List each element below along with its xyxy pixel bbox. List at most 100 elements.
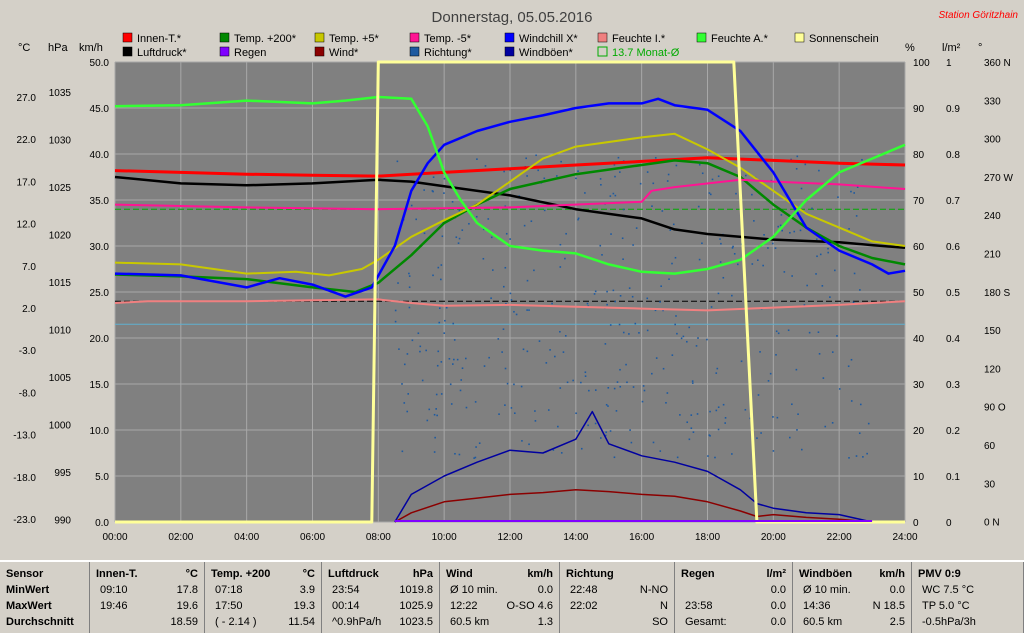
- direction-point: [572, 379, 574, 382]
- direction-point: [655, 357, 658, 359]
- y-tick-celsius: 7.0: [22, 262, 36, 273]
- direction-point: [408, 275, 411, 277]
- direction-point: [513, 383, 515, 386]
- direction-point: [584, 375, 587, 377]
- direction-point: [437, 266, 440, 269]
- direction-point: [622, 208, 625, 211]
- direction-point: [793, 230, 796, 233]
- stats-cell-value: 1.3: [537, 616, 553, 628]
- direction-point: [526, 350, 529, 353]
- direction-point: [490, 297, 492, 299]
- direction-point: [666, 392, 669, 394]
- y-tick-hpa: 1020: [49, 231, 72, 242]
- stats-block: Wind km/h Ø 10 min. 0.0 12:22 O-SO 4.6 60.5 km…: [440, 562, 560, 633]
- direction-point: [613, 163, 616, 166]
- direction-point: [401, 383, 403, 385]
- legend-swatch: [314, 32, 325, 43]
- direction-point: [709, 193, 712, 196]
- direction-point: [604, 343, 607, 345]
- y-tick-rain: 0.2: [946, 426, 960, 437]
- direction-point: [634, 322, 637, 325]
- direction-point: [652, 441, 655, 444]
- direction-point: [415, 218, 417, 221]
- direction-point: [504, 404, 506, 406]
- direction-point: [612, 289, 615, 292]
- direction-point: [720, 242, 722, 245]
- legend-label: Feuchte A.*: [711, 33, 769, 45]
- y-tick-rain: 0.9: [946, 104, 960, 115]
- direction-point: [719, 261, 722, 263]
- y-tick-kmh: 45.0: [90, 104, 110, 115]
- legend-label: Temp. -5*: [424, 33, 472, 45]
- direction-point: [497, 338, 500, 340]
- direction-point: [408, 272, 410, 275]
- y-tick-percent: 60: [913, 242, 925, 253]
- direction-point: [609, 324, 612, 326]
- direction-point: [560, 452, 563, 454]
- row-label-average: Durchschnitt: [6, 616, 74, 628]
- direction-point: [751, 193, 753, 196]
- stats-cell-value: 19.6: [176, 600, 198, 612]
- direction-point: [779, 224, 782, 227]
- direction-point: [461, 367, 464, 370]
- direction-point: [717, 406, 720, 409]
- direction-point: [722, 403, 725, 406]
- y-tick-direction: 120: [984, 364, 1001, 375]
- direction-point: [530, 220, 533, 223]
- direction-point: [715, 372, 718, 374]
- direction-point: [682, 335, 685, 338]
- legend-swatch: [219, 46, 230, 57]
- direction-point: [626, 381, 628, 384]
- x-tick-label: 20:00: [761, 532, 786, 543]
- unit-hpa: hPa: [48, 42, 68, 54]
- y-tick-hpa: 995: [54, 468, 71, 479]
- direction-point: [817, 331, 820, 333]
- direction-point: [533, 269, 535, 272]
- legend-swatch: [314, 46, 325, 57]
- direction-point: [612, 192, 615, 195]
- legend-label: Windchill X*: [519, 33, 578, 45]
- direction-point: [662, 367, 665, 370]
- direction-point: [506, 382, 509, 385]
- direction-point: [443, 192, 445, 194]
- direction-point: [474, 401, 477, 403]
- stats-cell-value: 0.0: [770, 616, 786, 628]
- direction-point: [675, 164, 678, 167]
- stats-cell-time: 12:22: [450, 600, 478, 612]
- direction-point: [867, 422, 870, 425]
- direction-point: [575, 177, 577, 180]
- direction-point: [628, 333, 630, 335]
- direction-point: [452, 322, 455, 325]
- unit-percent: %: [905, 42, 915, 54]
- y-tick-kmh: 35.0: [90, 196, 110, 207]
- direction-point: [437, 350, 440, 353]
- y-tick-direction: 180 S: [984, 288, 1010, 299]
- y-tick-percent: 20: [913, 426, 925, 437]
- direction-point: [445, 306, 448, 309]
- series-line: [394, 489, 873, 523]
- direction-point: [406, 410, 409, 413]
- direction-point: [804, 163, 807, 166]
- series-line: [114, 298, 906, 312]
- stats-block-unit: hPa: [412, 568, 433, 580]
- direction-point: [426, 419, 429, 422]
- direction-point: [806, 284, 808, 287]
- direction-point: [450, 403, 453, 405]
- direction-point: [419, 350, 421, 353]
- direction-point: [788, 436, 791, 439]
- direction-point: [625, 363, 627, 366]
- direction-point: [714, 456, 716, 459]
- direction-point: [674, 323, 676, 326]
- direction-point: [417, 332, 420, 335]
- direction-point: [756, 437, 758, 439]
- stats-cell-value: 2.5: [889, 616, 905, 628]
- direction-point: [403, 402, 406, 404]
- y-tick-direction: 210: [984, 250, 1001, 261]
- direction-point: [452, 363, 454, 365]
- direction-point: [458, 453, 461, 456]
- direction-point: [492, 269, 494, 271]
- direction-point: [448, 357, 451, 360]
- legend-label: Luftdruck*: [137, 47, 187, 59]
- stats-row-labels: Sensor MinWert MaxWert Durchschnitt: [0, 562, 90, 633]
- direction-point: [588, 389, 590, 392]
